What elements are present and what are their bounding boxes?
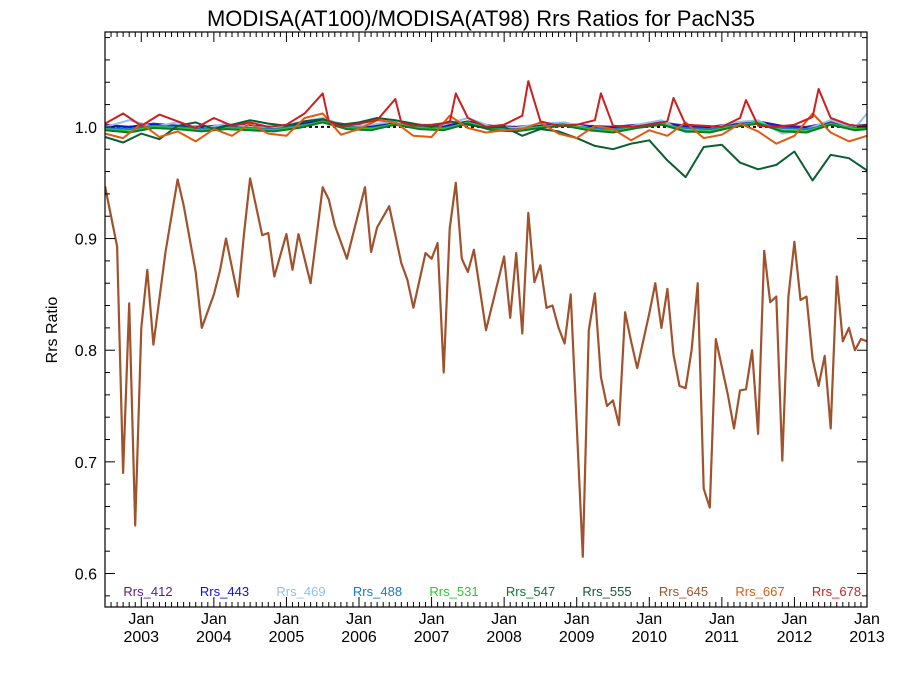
y-tick-label: 0.7 [75,455,97,472]
axis-ticks: 0.60.70.80.91.0Jan2003Jan2004Jan2005Jan2… [75,32,885,646]
x-tick-label-month: Jan [709,611,735,628]
legend-entry-rrs-469: Rrs_469 [276,584,325,599]
x-tick-label-year: 2006 [341,629,377,646]
legend-entry-rrs-547: Rrs_547 [506,584,555,599]
x-tick-label-year: 2011 [705,629,740,646]
chart-title: MODISA(AT100)/MODISA(AT98) Rrs Ratios fo… [207,6,755,31]
series-line-rrs-645 [105,177,867,558]
legend-entry-rrs-488: Rrs_488 [353,584,402,599]
x-tick-label-year: 2007 [414,629,450,646]
x-tick-label-month: Jan [491,611,517,628]
x-tick-label-month: Jan [636,611,662,628]
y-tick-label: 0.9 [75,232,97,249]
x-tick-label-year: 2004 [196,629,232,646]
x-tick-label-year: 2008 [486,629,522,646]
x-tick-label-year: 2010 [631,629,667,646]
series-line-rrs-678 [105,80,867,129]
x-tick-label-month: Jan [564,611,590,628]
legend-entry-rrs-412: Rrs_412 [123,584,172,599]
series-line-rrs-667 [105,112,867,145]
x-tick-label-month: Jan [128,611,154,628]
series-line-rrs-547 [105,121,867,134]
x-tick-label-year: 2013 [849,629,885,646]
legend-entry-rrs-678: Rrs_678 [812,584,861,599]
x-tick-label-year: 2003 [123,629,159,646]
y-tick-label: 0.6 [75,567,97,584]
x-tick-label-month: Jan [274,611,300,628]
x-tick-label-month: Jan [782,611,808,628]
y-tick-label: 1.0 [75,120,97,137]
x-tick-label-month: Jan [346,611,372,628]
legend-entry-rrs-645: Rrs_645 [659,584,708,599]
legend-entry-rrs-555: Rrs_555 [582,584,631,599]
x-tick-label-month: Jan [201,611,227,628]
legend-entry-rrs-667: Rrs_667 [735,584,784,599]
legend-entry-rrs-531: Rrs_531 [429,584,478,599]
plot-frame [104,31,868,608]
series-line-rrs-531 [105,120,867,133]
series-line-rrs-555 [105,117,867,182]
legend-entry-rrs-443: Rrs_443 [200,584,249,599]
x-tick-label-month: Jan [854,611,880,628]
y-tick-label: 0.8 [75,343,97,360]
x-tick-label-year: 2005 [269,629,305,646]
x-tick-label-month: Jan [419,611,445,628]
plot-area [105,80,867,558]
x-tick-label-year: 2012 [777,629,813,646]
legend: Rrs_412 Rrs_443 Rrs_469 Rrs_488 Rrs_531 Rrs_5… [123,584,861,599]
series-lines [105,80,867,558]
y-axis-label: Rrs Ratio [44,297,61,364]
x-tick-label-year: 2009 [559,629,595,646]
